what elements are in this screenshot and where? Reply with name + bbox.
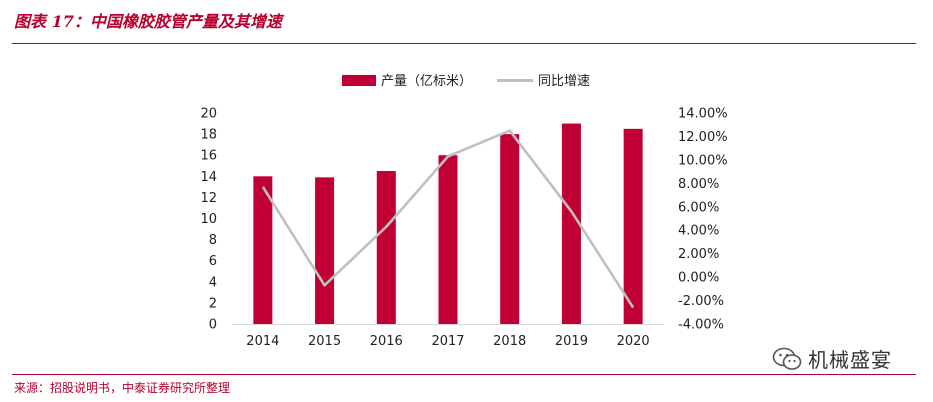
right-axis: -4.00% -2.00% 0.00% 2.00% 4.00% 6.00% 8.00% 10.…: [678, 107, 728, 333]
bar-series: [253, 123, 643, 324]
watermark-label: 机械盛宴: [808, 348, 892, 372]
left-tick-label: 0: [209, 318, 217, 333]
right-tick-label: 0.00%: [678, 271, 719, 286]
bar: [561, 123, 581, 324]
footer-divider: [12, 374, 916, 375]
right-tick-label: 8.00%: [678, 177, 719, 192]
right-tick-label: 10.00%: [678, 153, 728, 168]
right-tick-label: 4.00%: [678, 224, 719, 239]
legend-bar-swatch: [342, 75, 376, 86]
right-tick-label: 14.00%: [678, 107, 728, 122]
left-tick-label: 10: [200, 212, 217, 227]
bar: [315, 177, 335, 324]
watermark: 机械盛宴: [772, 344, 892, 373]
source-note: 来源：招股说明书，中泰证券研究所整理: [14, 381, 231, 395]
legend-bar-label: 产量（亿标米）: [381, 74, 472, 89]
right-tick-label: -4.00%: [678, 318, 724, 333]
x-tick-label: 2019: [555, 334, 588, 349]
line-series: [261, 129, 635, 309]
left-tick-label: 14: [200, 170, 217, 185]
right-tick-label: 6.00%: [678, 200, 719, 215]
title-divider: [12, 43, 916, 44]
bar: [376, 171, 396, 324]
left-tick-label: 18: [200, 128, 217, 143]
left-tick-label: 2: [209, 296, 217, 311]
bar: [623, 128, 643, 324]
right-tick-label: 2.00%: [678, 247, 719, 262]
right-tick-label: 12.00%: [678, 130, 728, 145]
legend-line-label: 同比增速: [538, 74, 590, 89]
right-tick-label: -2.00%: [678, 294, 724, 309]
x-tick-label: 2014: [246, 334, 279, 349]
left-axis: 0 2 4 6 8 10 12 14 16 18 20: [200, 107, 217, 333]
x-axis: 2014 2015 2016 2017 2018 2019 2020: [232, 324, 664, 349]
figure-title: 图表 17：中国橡胶胶管产量及其增速: [14, 12, 282, 31]
left-tick-label: 4: [209, 275, 217, 290]
bar: [253, 176, 273, 324]
x-tick-label: 2016: [370, 334, 403, 349]
x-tick-label: 2020: [617, 334, 650, 349]
x-tick-label: 2018: [493, 334, 526, 349]
left-tick-label: 8: [209, 233, 217, 248]
legend: 产量（亿标米） 同比增速: [342, 74, 590, 89]
x-tick-label: 2015: [308, 334, 341, 349]
left-tick-label: 12: [200, 191, 217, 206]
x-tick-label: 2017: [431, 334, 464, 349]
left-tick-label: 20: [200, 107, 217, 122]
left-tick-label: 16: [200, 149, 217, 164]
bar: [500, 134, 520, 324]
bar: [438, 155, 458, 324]
wechat-icon: [772, 347, 802, 370]
left-tick-label: 6: [209, 254, 217, 269]
